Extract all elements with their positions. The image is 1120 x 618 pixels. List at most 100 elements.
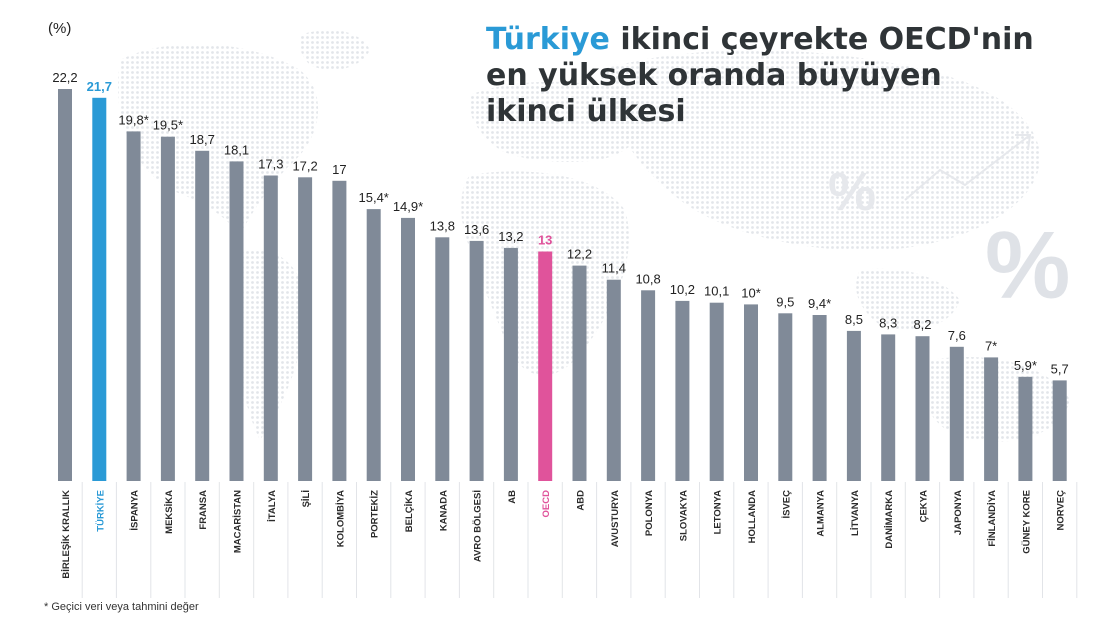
value-label-dani̇marka: 8,3 [879, 315, 897, 330]
category-label-macari̇stan: MACARİSTAN [233, 490, 244, 553]
percent-watermark: % % [828, 162, 1070, 319]
category-label-meksi̇ka: MEKSİKA [164, 490, 175, 534]
category-label-ab: AB [507, 490, 518, 504]
bar-slovakya [675, 300, 690, 481]
bar-ab [503, 247, 518, 481]
category-label-i̇talya: İTALYA [267, 490, 278, 522]
bar-meksi̇ka [160, 136, 175, 481]
bar-hollanda [744, 304, 758, 481]
category-label-hollanda: HOLLANDA [747, 490, 758, 543]
bar-letonya [709, 302, 724, 481]
bar-li̇tvanya [846, 330, 861, 481]
value-label-hollanda: 10* [741, 285, 761, 300]
category-label-fransa: FRANSA [198, 490, 209, 530]
value-label-polonya: 10,8 [635, 271, 660, 286]
value-label-letonya: 10,1 [704, 284, 729, 299]
chart-title: Türkiye ikinci çeyrekte OECD'nin en yükse… [486, 22, 1106, 130]
category-label-bi̇rleşi̇k-krallik: BİRLEŞİK KRALLIK [61, 490, 72, 579]
bar-i̇talya [263, 175, 278, 481]
bar-fi̇nlandi̇ya [984, 357, 999, 481]
bar-japonya [949, 346, 964, 481]
value-label-fi̇nlandi̇ya: 7* [985, 338, 997, 353]
value-label-güney-kore: 5,9* [1014, 358, 1037, 373]
bar-belçi̇ka [401, 217, 415, 481]
value-label-kanada: 13,8 [430, 218, 455, 233]
category-label-türki̇ye: TÜRKİYE [95, 490, 106, 532]
category-label-polonya: POLONYA [644, 490, 655, 536]
value-label-belçi̇ka: 14,9* [393, 199, 423, 214]
category-label-dani̇marka: DANİMARKA [884, 490, 895, 549]
category-label-li̇tvanya: LİTVANYA [850, 490, 861, 536]
value-label-oecd: 13 [538, 233, 552, 248]
category-label-i̇spanya: İSPANYA [130, 490, 141, 531]
bar-porteki̇z [366, 209, 381, 481]
category-label-japonya: JAPONYA [953, 490, 964, 535]
bar-i̇sveç [778, 313, 793, 481]
title-line2: en yüksek oranda büyüyen [486, 58, 942, 93]
title-line3: ikinci ülkesi [486, 94, 686, 129]
value-label-macari̇stan: 18,1 [224, 142, 249, 157]
bar-i̇spanya [126, 131, 141, 481]
bar-fransa [195, 150, 210, 482]
footnote: * Geçici veri veya tahmini değer [44, 601, 199, 613]
value-label-meksi̇ka: 19,5* [153, 118, 183, 133]
bar-güney-kore [1018, 376, 1033, 481]
value-label-ab: 13,2 [498, 229, 523, 244]
category-label-kolombi̇ya: KOLOMBİYA [335, 490, 346, 547]
category-label-letonya: LETONYA [713, 490, 724, 534]
bar-avusturya [606, 279, 621, 481]
value-label-çekya: 8,2 [913, 317, 931, 332]
value-label-i̇spanya: 19,8* [118, 112, 148, 127]
svg-text:%: % [828, 162, 876, 222]
category-label-kanada: KANADA [438, 490, 449, 531]
value-label-norveç: 5,7 [1051, 361, 1069, 376]
category-label-belçi̇ka: BELÇİKA [404, 490, 415, 532]
bar-abd [572, 265, 587, 481]
value-label-bi̇rleşi̇k-krallik: 22,2 [52, 70, 77, 85]
category-label-abd: ABD [576, 490, 587, 511]
unit-label: (%) [48, 20, 72, 37]
bar-kolombi̇ya [332, 180, 347, 482]
bar-macari̇stan [229, 161, 244, 481]
bar-kanada [435, 237, 450, 481]
category-label-i̇sveç: İSVEÇ [781, 490, 792, 519]
bar-oecd [538, 251, 553, 481]
value-label-abd: 12,2 [567, 247, 592, 262]
bar-polonya [641, 290, 656, 481]
category-label-şi̇li̇: ŞİLİ [301, 490, 312, 507]
category-label-çekya: ÇEKYA [919, 490, 930, 523]
value-label-almanya: 9,4* [808, 296, 831, 311]
category-label-oecd: OECD [541, 490, 552, 518]
category-label-güney-kore: GÜNEY KORE [1021, 490, 1032, 554]
value-label-japonya: 7,6 [948, 328, 966, 343]
category-label-avro-bölgesi̇: AVRO BÖLGESİ [473, 490, 484, 562]
bar-almanya [812, 315, 827, 481]
value-label-i̇sveç: 9,5 [776, 294, 794, 309]
category-label-norveç: NORVEÇ [1056, 490, 1067, 531]
trend-arrow-icon [904, 134, 1032, 201]
value-label-avro-bölgesi̇: 13,6 [464, 222, 489, 237]
value-label-i̇talya: 17,3 [258, 157, 283, 172]
value-label-avusturya: 11,4 [602, 261, 626, 276]
title-highlight: Türkiye [486, 22, 610, 57]
bar-çekya [915, 336, 930, 481]
value-label-türki̇ye: 21,7 [87, 79, 112, 94]
bar-şi̇li̇ [298, 177, 313, 482]
category-label-almanya: ALMANYA [816, 490, 827, 537]
category-label-avusturya: AVUSTURYA [610, 490, 621, 547]
bar-dani̇marka [881, 334, 896, 481]
value-label-fransa: 18,7 [190, 132, 215, 147]
bar-series: 22,2 BİRLEŞİK KRALLIK 21,7 TÜRKİYE 19,8* İSPA… [52, 70, 1078, 598]
value-label-porteki̇z: 15,4* [359, 190, 389, 205]
bar-bi̇rleşi̇k-krallik [58, 89, 72, 481]
bar-avro-bölgesi̇ [469, 240, 484, 481]
value-label-şi̇li̇: 17,2 [292, 158, 317, 173]
bar-norveç [1052, 380, 1067, 481]
bar-türki̇ye [92, 97, 107, 482]
title-line1-rest: ikinci çeyrekte OECD'nin [609, 22, 1034, 57]
category-label-porteki̇z: PORTEKİZ [370, 490, 381, 538]
value-label-slovakya: 10,2 [670, 282, 695, 297]
value-label-li̇tvanya: 8,5 [845, 312, 863, 327]
svg-text:%: % [985, 212, 1070, 319]
